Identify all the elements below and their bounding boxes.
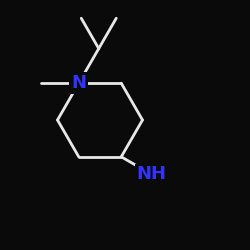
Text: N: N	[71, 74, 86, 92]
Text: NH: NH	[136, 165, 166, 183]
